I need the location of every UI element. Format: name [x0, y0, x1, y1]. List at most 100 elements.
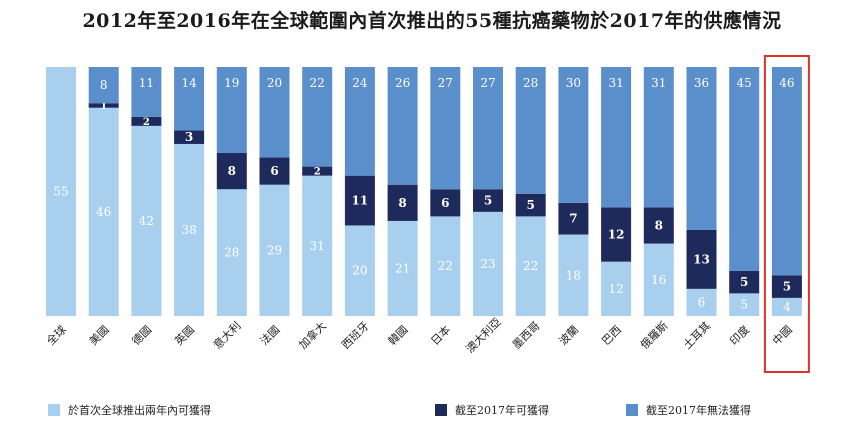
- bar-segment-1-18: [771, 297, 802, 316]
- value-label-1-9: 21: [395, 261, 410, 275]
- value-label-2-10: 6: [441, 196, 449, 210]
- bar-segment-2-15: [643, 207, 674, 244]
- bar-segment-1-4: [174, 143, 205, 316]
- bar-segment-3-18: [771, 67, 802, 276]
- value-label-2-18: 5: [783, 280, 791, 294]
- bar-segment-1-3: [131, 125, 162, 316]
- value-label-1-4: 38: [181, 223, 196, 237]
- value-label-2-3: 2: [143, 117, 150, 128]
- bar-segment-1-1: [46, 67, 76, 316]
- legend-item-unavailable-2017: 截至2017年無法獲得: [626, 402, 751, 418]
- bar-segment-2-2: [88, 103, 119, 108]
- bar-segment-3-14: [601, 67, 632, 208]
- bar-segment-1-9: [387, 220, 418, 316]
- value-label-3-12: 28: [523, 76, 538, 90]
- value-label-1-3: 42: [139, 214, 154, 228]
- value-label-3-15: 31: [651, 76, 666, 90]
- bar-segment-3-6: [259, 67, 290, 158]
- value-label-3-11: 27: [480, 76, 495, 90]
- bar-segment-1-14: [601, 261, 632, 316]
- bar-segment-3-10: [430, 67, 461, 190]
- value-label-3-4: 14: [181, 76, 197, 90]
- value-label-2-6: 6: [270, 164, 278, 178]
- value-label-2-4: 3: [185, 130, 193, 144]
- bar-segment-3-3: [131, 67, 162, 117]
- bar-segment-1-17: [729, 293, 760, 316]
- bar-segment-2-10: [430, 189, 461, 217]
- value-label-1-14: 12: [608, 282, 623, 296]
- category-label-11: 澳大利亞: [463, 315, 504, 356]
- bar-segment-1-11: [473, 211, 503, 316]
- bar-segment-2-17: [729, 270, 760, 294]
- value-label-3-9: 26: [395, 76, 410, 90]
- value-label-1-15: 16: [651, 273, 666, 287]
- category-label-4: 英國: [172, 322, 197, 347]
- legend-item-available-by-2017: 截至2017年可獲得: [435, 402, 549, 418]
- value-label-1-12: 22: [523, 259, 538, 273]
- bar-segment-1-10: [430, 216, 461, 316]
- value-label-3-2: 8: [100, 78, 108, 92]
- chart-title: 2012年至2016年在全球範圍內首次推出的55種抗癌藥物於2017年的供應情況: [82, 10, 782, 32]
- value-label-3-7: 22: [310, 76, 325, 90]
- value-label-3-3: 11: [139, 76, 154, 90]
- legend-label-available-by-2017: 截至2017年可獲得: [455, 404, 549, 417]
- value-label-1-18: 4: [783, 300, 791, 314]
- bar-segment-2-9: [387, 184, 418, 221]
- value-label-2-16: 13: [693, 252, 710, 266]
- bar-segment-3-5: [216, 67, 247, 154]
- value-label-2-5: 8: [228, 164, 236, 178]
- value-label-1-1: 55: [53, 185, 68, 199]
- legend-swatch-unavailable-2017: [626, 404, 638, 416]
- bar-segment-2-3: [131, 116, 162, 126]
- bar-segment-3-11: [473, 67, 503, 190]
- category-label-16: 土耳其: [681, 319, 714, 352]
- category-label-3: 德國: [129, 322, 154, 347]
- value-label-2-2: 1: [100, 101, 107, 112]
- bar-segment-2-7: [302, 166, 333, 176]
- category-label-15: 俄羅斯: [638, 319, 671, 352]
- legend-swatch-available-by-2017: [435, 404, 447, 416]
- category-label-7: 加拿大: [296, 319, 329, 352]
- category-label-12: 墨西哥: [510, 319, 543, 352]
- bar-segment-2-11: [473, 189, 503, 212]
- value-label-3-17: 45: [737, 76, 752, 90]
- value-label-1-7: 31: [310, 239, 325, 253]
- value-label-2-17: 5: [740, 275, 748, 289]
- value-label-1-8: 20: [352, 264, 367, 278]
- bar-segment-3-16: [686, 67, 717, 230]
- category-label-2: 美國: [87, 323, 112, 348]
- legend-swatch-within-two-years: [48, 404, 60, 416]
- bar-segment-3-12: [515, 67, 546, 194]
- category-label-5: 意大利: [210, 319, 243, 352]
- bar-segment-3-9: [387, 67, 418, 185]
- value-label-1-6: 29: [267, 243, 282, 257]
- bar-segment-2-13: [558, 202, 589, 235]
- highlight-box: [763, 55, 810, 373]
- value-label-1-11: 23: [480, 257, 495, 271]
- value-label-3-13: 30: [566, 76, 581, 90]
- bar-segment-1-15: [643, 243, 674, 316]
- bar-segment-3-2: [88, 67, 119, 104]
- value-label-2-13: 7: [569, 212, 577, 226]
- bar-segment-2-14: [601, 207, 632, 262]
- category-label-8: 西班牙: [339, 319, 372, 352]
- legend-label-within-two-years: 於首次全球推出兩年內可獲得: [68, 404, 211, 417]
- value-label-3-16: 36: [694, 76, 709, 90]
- value-label-1-17: 5: [740, 298, 748, 312]
- bar-segment-2-18: [771, 275, 802, 298]
- value-label-3-10: 27: [438, 76, 453, 90]
- value-label-1-13: 18: [566, 268, 581, 282]
- value-label-1-2: 46: [96, 205, 111, 219]
- bar-segment-3-15: [643, 67, 674, 208]
- stacked-bar-chart: 55全球4618美國42211德國38314英國28819意大利29620法國3…: [43, 55, 810, 373]
- bar-segment-1-8: [344, 225, 375, 316]
- legend-item-within-two-years: 於首次全球推出兩年內可獲得: [48, 402, 211, 418]
- bar-segment-1-5: [216, 189, 247, 316]
- bar-segment-3-13: [558, 67, 589, 203]
- bar-segment-2-8: [344, 175, 375, 226]
- value-label-3-18: 46: [779, 76, 794, 90]
- bar-segment-2-4: [174, 130, 205, 144]
- bar-segment-1-13: [558, 234, 589, 316]
- category-label-1: 全球: [43, 322, 68, 347]
- value-label-3-6: 20: [267, 76, 282, 90]
